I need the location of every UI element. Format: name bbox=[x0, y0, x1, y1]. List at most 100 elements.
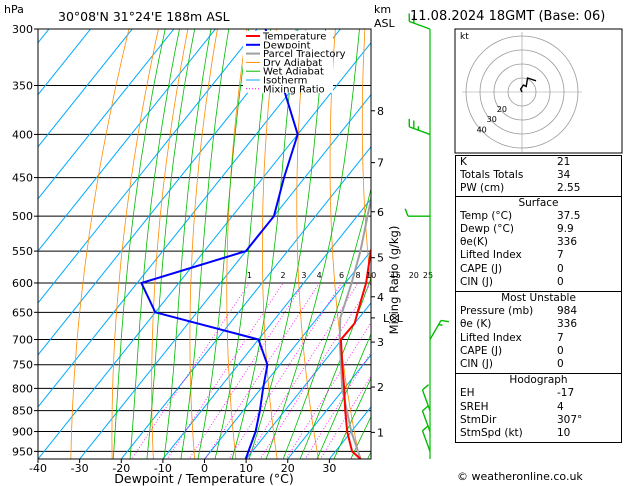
wet-adiabat-line bbox=[299, 276, 371, 459]
copyright: © weatheronline.co.uk bbox=[457, 470, 583, 483]
index-key: Lifted Index bbox=[460, 249, 522, 262]
legend-bg bbox=[243, 57, 333, 67]
isotherm-line bbox=[203, 250, 371, 459]
wind-barb-staff bbox=[421, 430, 431, 452]
legend-label: Mixing Ratio bbox=[263, 84, 325, 95]
index-value: 336 bbox=[557, 318, 578, 331]
index-value: 7 bbox=[557, 331, 564, 344]
wind-barb-staff bbox=[409, 126, 431, 136]
dry-adiabat-line bbox=[111, 29, 159, 459]
index-key: Dewp (°C) bbox=[460, 223, 514, 236]
pressure-tick-label: 600 bbox=[12, 277, 33, 290]
index-value: 0 bbox=[557, 262, 564, 275]
legend-label: Dry Adiabat bbox=[263, 58, 322, 69]
legend-bg bbox=[243, 48, 333, 58]
isotherm-line bbox=[287, 354, 371, 459]
pressure-tick-label: 550 bbox=[12, 245, 33, 258]
most-unstable-section: Most Unstable Pressure (mb) 984 θe (K) 336 L… bbox=[455, 292, 622, 375]
dry-adiabat-line bbox=[226, 29, 248, 459]
index-row: StmSpd (kt) 10 bbox=[456, 427, 621, 440]
lcl-label: LCL bbox=[383, 312, 404, 325]
index-value: 7 bbox=[557, 249, 564, 262]
index-key: CAPE (J) bbox=[460, 344, 503, 357]
index-value: 37.5 bbox=[557, 209, 581, 222]
hodograph-ring-label: 40 bbox=[477, 125, 487, 134]
dry-adiabat-line bbox=[189, 29, 218, 459]
hodograph-section: Hodograph EH -17 SREH 4 StmDir 307° StmSpd (kt… bbox=[455, 374, 622, 444]
wet-adiabat-line bbox=[146, 29, 196, 459]
dry-adiabat-line bbox=[70, 29, 130, 459]
basic-indices-table: K 21 Totals Totals 34 PW (cm) 2.55 bbox=[455, 155, 622, 197]
legend-bg bbox=[243, 75, 333, 84]
legend-bg bbox=[243, 31, 333, 40]
index-value: 984 bbox=[557, 305, 578, 318]
index-row: CAPE (J) 0 bbox=[456, 345, 621, 358]
temperature-tick-label: -30 bbox=[71, 462, 89, 475]
index-value: 10 bbox=[557, 427, 571, 440]
pressure-tick-label: 950 bbox=[12, 445, 33, 458]
index-row: Temp (°C) 37.5 bbox=[456, 210, 621, 223]
hodograph-title: Hodograph bbox=[509, 374, 568, 387]
legend-bg bbox=[243, 39, 333, 49]
mixing-ratio-label: 15 bbox=[391, 271, 401, 280]
mixing-ratio-label: 20 bbox=[409, 271, 419, 280]
mixing-ratio-line bbox=[166, 282, 284, 459]
wind-barb-feather bbox=[404, 208, 409, 217]
temperature-tick-label: 30 bbox=[322, 462, 336, 475]
most-unstable-table: Pressure (mb) 984 θe (K) 336 Lifted Index 7 CA… bbox=[456, 305, 621, 371]
temperature-tick-label: -40 bbox=[29, 462, 47, 475]
mixing-ratio-line bbox=[188, 282, 305, 459]
index-value: 34 bbox=[557, 169, 571, 182]
isotherm-line bbox=[162, 198, 371, 459]
height-tick-label: 6 bbox=[377, 206, 384, 219]
isotherm-line bbox=[38, 29, 133, 148]
height-tick-label: 5 bbox=[377, 252, 384, 265]
x-axis-label: Dewpoint / Temperature (°C) bbox=[114, 471, 293, 486]
hodograph-trace bbox=[519, 77, 537, 93]
skew-t-plot-area bbox=[38, 29, 371, 459]
mixing-ratio-label: 3 bbox=[301, 271, 306, 280]
index-row: StmDir 307° bbox=[456, 414, 621, 427]
index-key: CIN (J) bbox=[460, 275, 493, 288]
pressure-tick-label: 450 bbox=[12, 172, 33, 185]
index-key: EH bbox=[460, 387, 475, 400]
wet-adiabat-line bbox=[214, 29, 272, 459]
datetime-title: 11.08.2024 18GMT (Base: 06) bbox=[410, 9, 605, 24]
legend-label: Dewpoint bbox=[263, 40, 311, 51]
index-value: 2.55 bbox=[557, 182, 581, 195]
pressure-tick-label: 650 bbox=[12, 306, 33, 319]
mixing-ratio-label: 2 bbox=[281, 271, 286, 280]
isotherm-line bbox=[38, 41, 371, 459]
wet-adiabat-line bbox=[129, 29, 180, 459]
temperature-tick-label: -10 bbox=[154, 462, 172, 475]
index-key: CAPE (J) bbox=[460, 262, 503, 275]
dewpoint-line bbox=[139, 29, 299, 459]
dry-adiabat-line bbox=[329, 29, 361, 459]
index-row: Lifted Index 7 bbox=[456, 249, 621, 262]
mixing-ratio-line bbox=[285, 321, 371, 459]
height-tick-label: 2 bbox=[377, 381, 384, 394]
index-value: 0 bbox=[557, 358, 564, 371]
index-key: Lifted Index bbox=[460, 331, 522, 344]
index-key: Temp (°C) bbox=[460, 209, 513, 222]
height-tick-label: 4 bbox=[377, 291, 384, 304]
index-row: θe(K) 336 bbox=[456, 236, 621, 249]
wet-adiabat-line bbox=[197, 29, 249, 459]
mixing-ratio-label: 10 bbox=[366, 271, 376, 280]
wind-barb-staff bbox=[421, 389, 431, 411]
pressure-tick-label: 350 bbox=[12, 79, 33, 92]
index-value: 0 bbox=[557, 344, 564, 357]
wind-barb-feather bbox=[422, 405, 429, 412]
index-value: -17 bbox=[557, 387, 575, 400]
pressure-tick-label: 900 bbox=[12, 426, 33, 439]
mixing-ratio-label: 25 bbox=[423, 271, 433, 280]
index-key: K bbox=[460, 156, 467, 168]
hodograph-ring-label: 30 bbox=[487, 115, 497, 124]
isotherm-line bbox=[120, 146, 371, 459]
most-unstable-title: Most Unstable bbox=[501, 292, 576, 305]
height-tick-label: 8 bbox=[377, 105, 384, 118]
skew-t-axes: 1 2 3 4 6 8 10 15 20 2530035040045050055060065070… bbox=[12, 23, 433, 475]
wet-adiabat-line bbox=[180, 29, 230, 459]
wind-barb-staff bbox=[429, 320, 442, 340]
